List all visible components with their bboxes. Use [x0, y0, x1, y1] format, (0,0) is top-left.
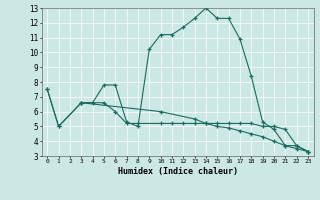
X-axis label: Humidex (Indice chaleur): Humidex (Indice chaleur)	[118, 167, 237, 176]
